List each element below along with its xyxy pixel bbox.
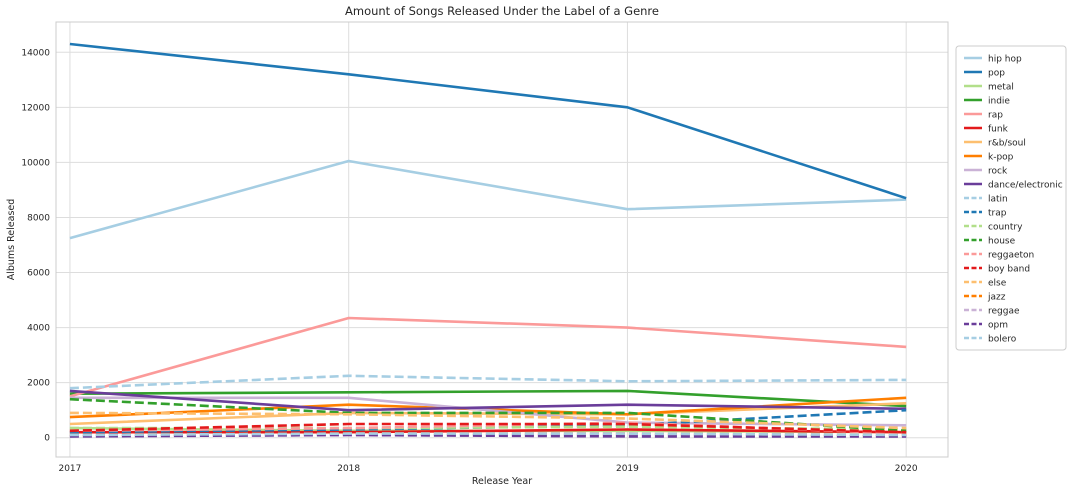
series-line-else [69,411,907,430]
legend-label: k-pop [988,153,1014,163]
y-tick-label: 8000 [27,213,50,223]
legend-label: latin [988,195,1008,205]
chart-title: Amount of Songs Released Under the Label… [345,4,659,18]
series-line-opm [69,433,907,438]
legend-label: country [988,223,1023,233]
plot-area-frame [55,21,949,458]
legend-label: boy band [988,265,1030,275]
y-tick-label: 6000 [27,269,50,279]
x-axis-label: Release Year [472,476,532,487]
y-tick-label: 0 [44,434,50,444]
x-tick-label: 2020 [895,464,918,474]
legend-label: pop [988,69,1005,79]
legend-label: jazz [987,293,1006,303]
legend: hip hop pop metal indie rap funk r&b/soul k-pop… [955,45,1067,351]
series-line-latin [69,374,907,390]
legend-label: funk [988,125,1009,135]
legend-label: rock [988,167,1008,177]
series-line-house [69,397,907,433]
tick-labels: 2017 2018 2019 2020 0 2000 4000 6000 8000 10000 12… [21,48,918,474]
y-tick-label: 2000 [27,379,50,389]
y-tick-label: 14000 [21,48,50,58]
y-tick-label: 12000 [21,103,50,113]
legend-label: trap [988,209,1007,219]
y-axis-label: Albums Released [6,199,17,281]
series-line-bolero [69,432,907,437]
legend-label: else [988,279,1007,289]
x-tick-label: 2017 [58,464,81,474]
y-tick-label: 4000 [27,324,50,334]
legend-label: rap [988,111,1003,121]
legend-label: dance/electronic [988,181,1063,191]
series-line-indie [69,389,907,408]
series-line-hip-hop [69,159,907,240]
legend-label: opm [988,321,1008,331]
series-line-boy-band [69,422,907,434]
legend-label: house [988,237,1016,247]
x-tick-label: 2019 [616,464,639,474]
x-tick-label: 2018 [337,464,360,474]
series-line-pop [69,42,907,200]
legend-label: r&b/soul [988,139,1026,149]
series-line-rap [69,316,907,398]
legend-label: bolero [988,335,1017,345]
legend-box [955,45,1067,351]
legend-label: reggae [988,307,1020,317]
legend-label: indie [988,97,1010,107]
series-line-dance-electronic [69,389,907,412]
y-tick-label: 10000 [21,158,50,168]
series-layer [69,42,907,438]
legend-label: metal [988,83,1014,93]
legend-label: hip hop [988,55,1022,65]
series-line-funk [69,428,907,434]
legend-label: reggaeton [988,251,1034,261]
